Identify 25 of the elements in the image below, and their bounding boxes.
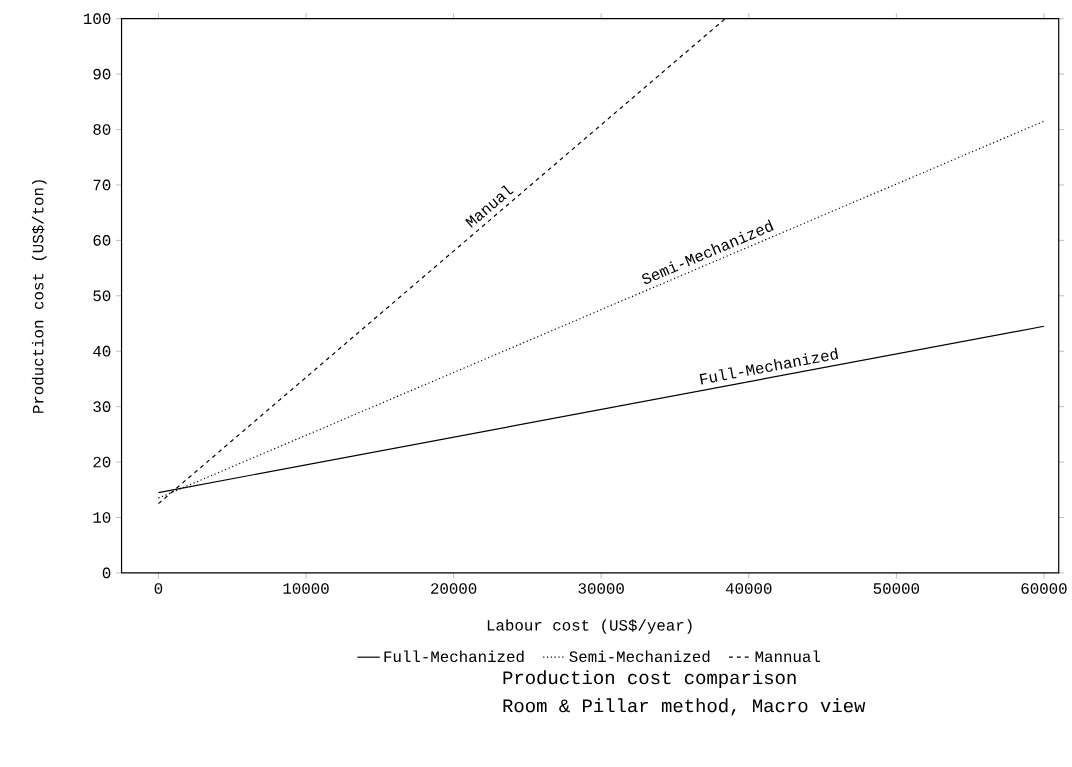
x-tick-label: 20000 [431, 583, 477, 595]
text: Room & Pillar method, Macro view [503, 698, 866, 716]
y-tick-label: 20 [93, 456, 111, 468]
x-tick-label: 50000 [873, 583, 920, 595]
y-tick-label: 70 [93, 179, 111, 191]
legend-label: Mannual [755, 650, 820, 663]
x-tick-label: 60000 [1021, 583, 1067, 595]
y-tick-label: 40 [93, 346, 111, 357]
y-tick-label: 60 [93, 235, 111, 246]
x-tick-label: 10000 [283, 583, 329, 595]
y-tick-label: 50 [93, 290, 111, 302]
legend-label: Full-Mechanized [384, 650, 524, 663]
y-tick-label: 0 [102, 567, 111, 579]
y-tick-label: 90 [93, 68, 111, 80]
legend-label: Semi-Mechanized [569, 650, 710, 663]
y-tick-label: 80 [93, 124, 111, 136]
y-tick-label: 30 [93, 401, 111, 413]
x-axis-title: Labour cost (US$/year) [487, 619, 692, 635]
x-tick-label: 30000 [578, 583, 624, 595]
y-axis-title: Production cost (US$/ton) [31, 180, 47, 414]
x-tick-label: 40000 [725, 583, 772, 595]
x-tick-label: 0 [154, 583, 163, 595]
y-tick-label: 100 [84, 13, 111, 25]
text: Production cost comparison [503, 670, 796, 689]
y-tick-label: 10 [93, 512, 111, 524]
